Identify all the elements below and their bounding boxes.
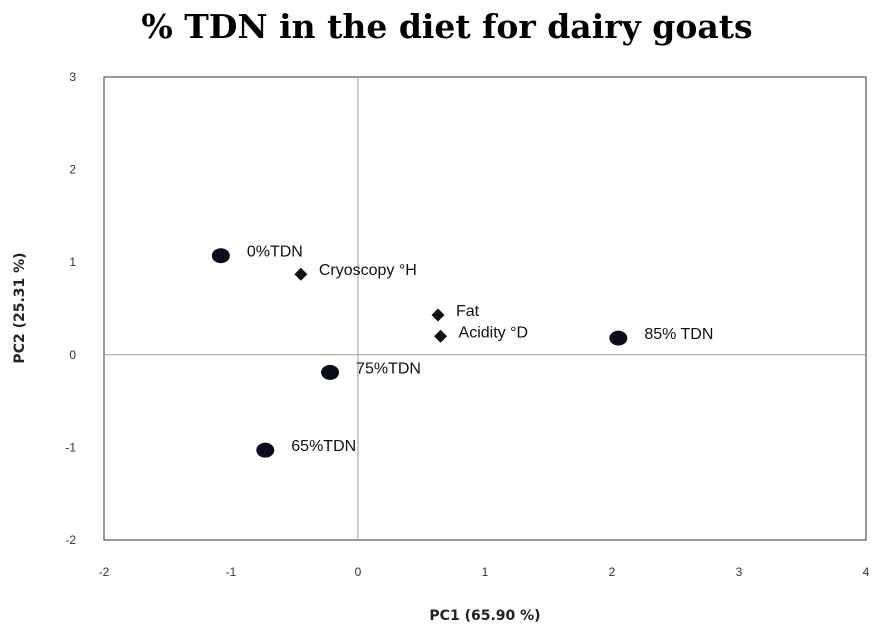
data-label: Cryoscopy °H (319, 262, 417, 279)
data-label: Fat (456, 303, 480, 320)
data-label: 0%TDN (247, 244, 303, 261)
x-tick-label: 0 (355, 565, 362, 579)
y-tick-label: 2 (69, 163, 76, 177)
x-axis-title: PC1 (65.90 %) (429, 608, 540, 624)
y-tick-label: 0 (69, 348, 76, 362)
y-tick-labels: 3 2 1 0 -1 -2 (65, 70, 76, 547)
x-tick-label: 1 (482, 565, 489, 579)
x-tick-labels: -2 -1 0 1 2 3 4 (99, 565, 870, 579)
x-tick-label: 2 (609, 565, 616, 579)
y-tick-label: 1 (69, 255, 76, 269)
chart-title: % TDN in the diet for dairy goats (141, 7, 753, 46)
data-labels: 0%TDN Cryoscopy °H Fat Acidity °D 85% TDN 75%… (247, 244, 714, 455)
x-tick-label: 3 (736, 565, 743, 579)
x-tick-label: -1 (226, 565, 237, 579)
data-point-diamond (434, 329, 448, 343)
data-point-circle (211, 248, 230, 264)
x-tick-label: 4 (863, 565, 870, 579)
data-point-circle (609, 330, 628, 346)
y-axis-title: PC2 (25.31 %) (12, 252, 28, 363)
data-point-circle (256, 442, 275, 458)
data-point-circle (321, 364, 340, 380)
data-label: 75%TDN (356, 360, 421, 377)
data-point-diamond (431, 308, 445, 322)
data-label: 65%TDN (291, 438, 356, 455)
plot-area-border (103, 76, 867, 541)
data-points (211, 248, 628, 458)
y-tick-label: 3 (69, 70, 76, 84)
y-tick-label: -2 (65, 533, 76, 547)
x-tick-label: -2 (99, 565, 110, 579)
data-point-diamond (294, 267, 308, 281)
data-label: 85% TDN (644, 326, 713, 343)
y-tick-label: -1 (65, 440, 76, 454)
data-label: Acidity °D (459, 324, 529, 341)
